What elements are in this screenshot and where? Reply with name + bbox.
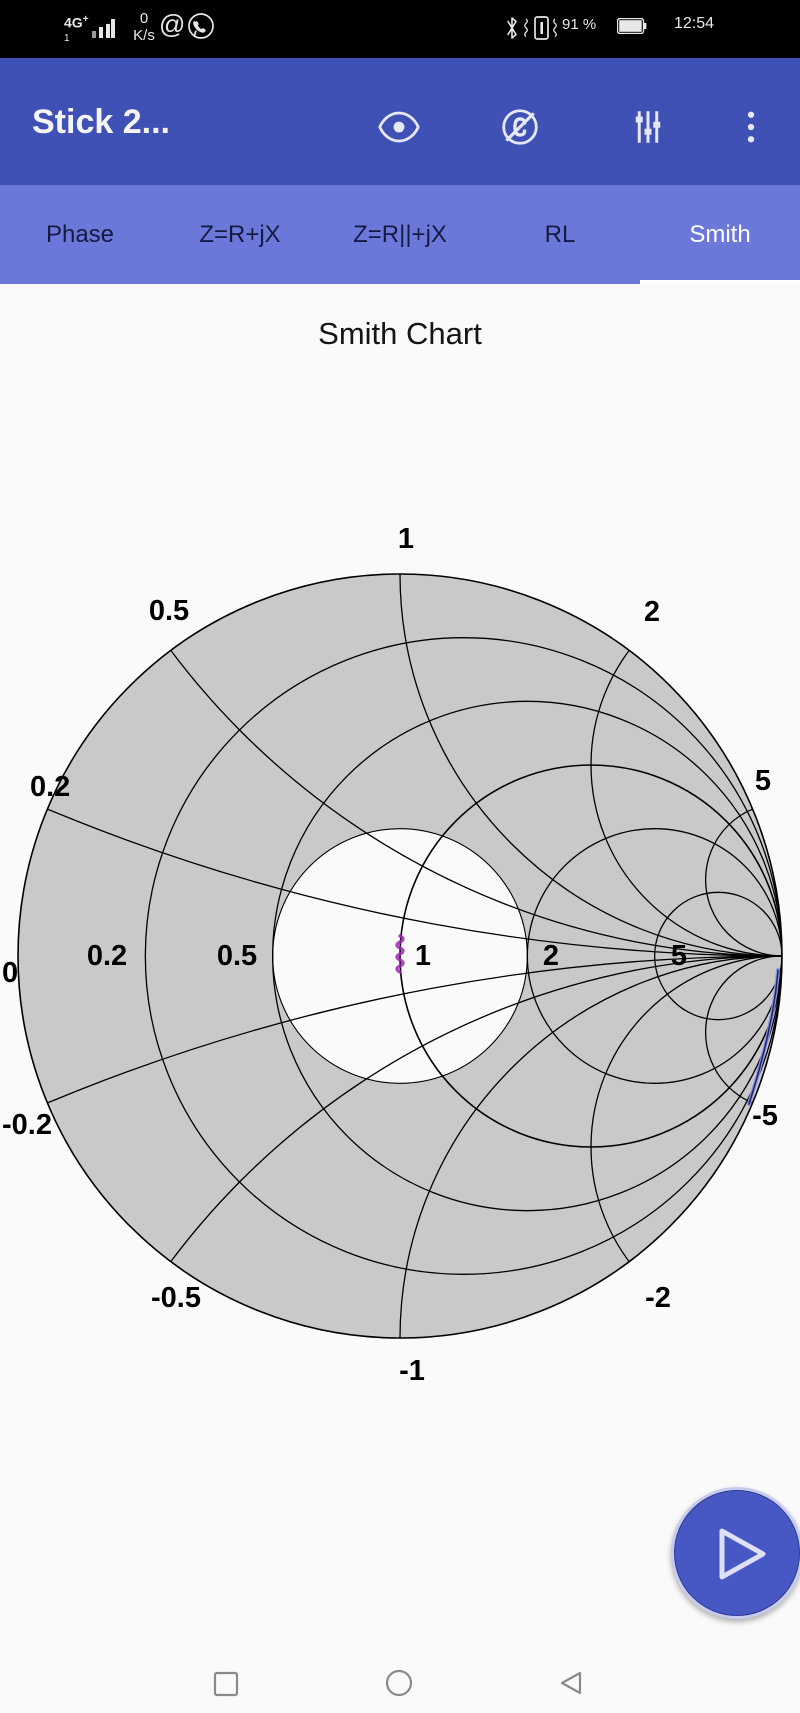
svg-text:-0.2: -0.2 [2,1109,52,1141]
svg-text:-0.5: -0.5 [151,1282,201,1314]
svg-text:5: 5 [755,765,771,797]
svg-text:-2: -2 [645,1282,671,1314]
svg-text:0.5: 0.5 [217,940,257,972]
svg-text:-5: -5 [752,1100,778,1132]
svg-text:5: 5 [671,940,687,972]
svg-text:1: 1 [398,523,414,555]
svg-text:2: 2 [543,940,559,972]
svg-text:-1: -1 [399,1355,425,1387]
svg-text:0.2: 0.2 [30,771,70,803]
svg-text:1: 1 [415,940,431,972]
svg-text:2: 2 [644,596,660,628]
svg-text:0: 0 [2,957,18,989]
svg-text:0.5: 0.5 [149,595,189,627]
svg-text:0.2: 0.2 [87,940,127,972]
